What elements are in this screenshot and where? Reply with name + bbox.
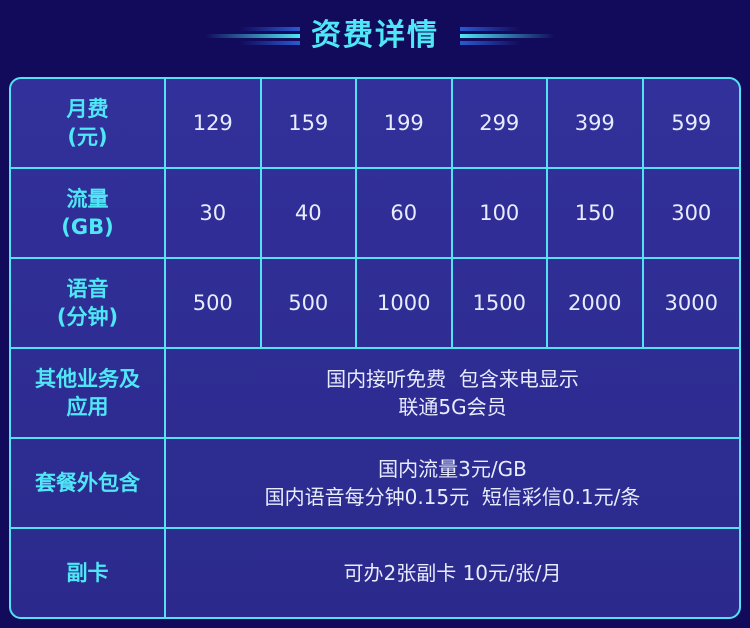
table-cell: 3000 [643, 259, 739, 349]
table-cell: 40 [261, 169, 357, 259]
row-header: 其他业务及 应用 [11, 349, 166, 439]
table-cell: 199 [357, 79, 453, 169]
table-cell: 300 [643, 169, 739, 259]
table-cell: 2000 [548, 259, 644, 349]
title-decoration-left [205, 24, 300, 48]
table-cell: 150 [548, 169, 644, 259]
cell-line: 国内接听免费 包含来电显示 [326, 367, 579, 391]
title-decoration-right [460, 24, 555, 48]
cell-line: 联通5G会员 [398, 395, 507, 419]
table-cell-wide: 国内流量3元/GB 国内语音每分钟0.15元 短信彩信0.1元/条 [166, 439, 739, 529]
row-header: 月费 (元) [11, 79, 166, 169]
table-cell: 399 [548, 79, 644, 169]
row-header-line: (GB) [61, 215, 114, 239]
row-header-line: 套餐外包含 [35, 471, 140, 495]
row-header-line: 流量 [66, 187, 109, 211]
cell-line: 国内流量3元/GB [378, 457, 527, 481]
row-header-line: 月费 [66, 97, 109, 121]
table-cell-wide: 国内接听免费 包含来电显示 联通5G会员 [166, 349, 739, 439]
table-cell: 129 [166, 79, 262, 169]
row-header-line: 语音 [66, 277, 109, 301]
table-row: 月费 (元) 129 159 199 299 399 599 [11, 79, 739, 169]
table-row: 副卡 可办2张副卡 10元/张/月 [11, 529, 739, 617]
page-title: 资费详情 [311, 18, 439, 53]
table-cell-wide: 可办2张副卡 10元/张/月 [166, 529, 739, 617]
table-cell: 500 [261, 259, 357, 349]
row-header: 语音 (分钟) [11, 259, 166, 349]
table-cell: 299 [452, 79, 548, 169]
table-cell: 500 [166, 259, 262, 349]
table-cell: 60 [357, 169, 453, 259]
row-header: 副卡 [11, 529, 166, 617]
cell-line: 国内语音每分钟0.15元 短信彩信0.1元/条 [264, 485, 641, 509]
table-cell: 30 [166, 169, 262, 259]
row-header-line: 副卡 [66, 561, 109, 585]
row-header: 流量 (GB) [11, 169, 166, 259]
row-header-line: 其他业务及 [35, 367, 140, 391]
table-row: 套餐外包含 国内流量3元/GB 国内语音每分钟0.15元 短信彩信0.1元/条 [11, 439, 739, 529]
row-header-line: 应用 [66, 395, 109, 419]
table-cell: 159 [261, 79, 357, 169]
table-cell: 1000 [357, 259, 453, 349]
row-header: 套餐外包含 [11, 439, 166, 529]
table-row: 其他业务及 应用 国内接听免费 包含来电显示 联通5G会员 [11, 349, 739, 439]
table-row: 流量 (GB) 30 40 60 100 150 300 [11, 169, 739, 259]
pricing-table: 月费 (元) 129 159 199 299 399 599 流量 (GB) 30 40 60 100 15… [9, 77, 741, 619]
cell-line: 可办2张副卡 10元/张/月 [343, 561, 562, 585]
table-cell: 599 [643, 79, 739, 169]
table-cell: 1500 [452, 259, 548, 349]
table-row: 语音 (分钟) 500 500 1000 1500 2000 3000 [11, 259, 739, 349]
table-cell: 100 [452, 169, 548, 259]
row-header-line: (分钟) [56, 305, 119, 329]
row-header-line: (元) [67, 125, 108, 149]
